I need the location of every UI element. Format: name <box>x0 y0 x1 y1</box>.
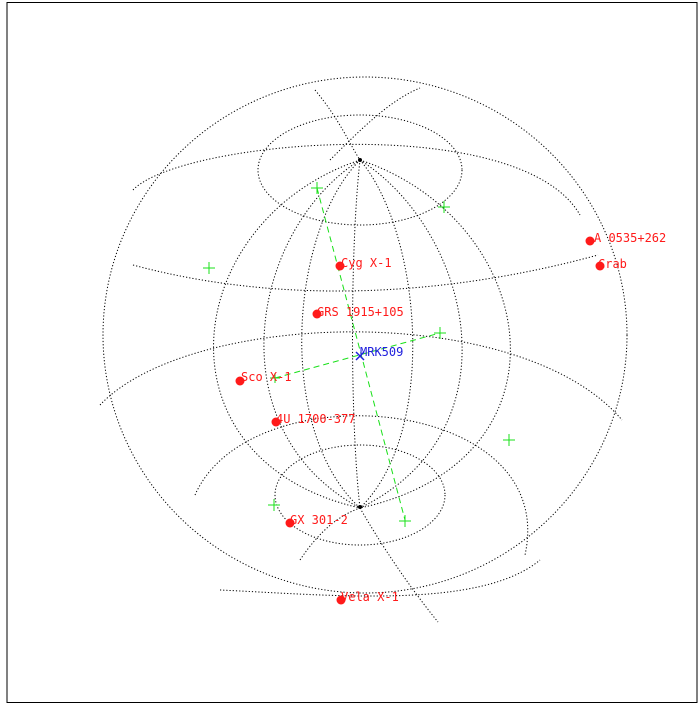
source-dot <box>235 376 245 386</box>
latitude-arc-7 <box>314 89 361 161</box>
latitude-arc-1 <box>132 143 581 216</box>
source-vela-x-1[interactable]: Vela X-1 <box>336 590 399 605</box>
globe-outline <box>102 76 628 594</box>
target-cross-icon <box>355 351 365 361</box>
latitude-arc-6 <box>329 87 421 161</box>
meridian-3 <box>352 159 361 509</box>
map-frame <box>6 2 698 703</box>
north-pole-marker <box>358 158 362 162</box>
south-pole-marker <box>358 505 362 509</box>
source-label: Crab <box>598 257 627 271</box>
source-dot <box>336 595 346 605</box>
source-label: A 0535+262 <box>594 231 666 245</box>
meridian-2 <box>301 159 361 509</box>
latitude-arc-3 <box>99 331 623 421</box>
meridian-1 <box>263 159 361 509</box>
source-dot <box>285 518 295 528</box>
axis-ticks <box>203 182 515 527</box>
source-dot <box>585 236 595 246</box>
source-cyg-x-1[interactable]: Cyg X-1 <box>335 256 392 271</box>
source-a0535[interactable]: A 0535+262 <box>585 231 667 246</box>
source-dot <box>595 261 605 271</box>
source-4u-1700[interactable]: 4U 1700-377 <box>271 412 356 427</box>
source-gx-301[interactable]: GX 301-2 <box>285 513 348 528</box>
source-dot <box>335 261 345 271</box>
meridian-6 <box>213 159 361 509</box>
north-cap <box>257 114 463 226</box>
source-markers: Cyg X-1 GRS 1915+105 Sco X-1 4U 1700-377… <box>235 231 667 605</box>
coordinate-grid <box>99 76 628 623</box>
source-dot <box>271 417 281 427</box>
axis-line-cross <box>274 332 441 379</box>
latitude-arc-8 <box>359 507 439 623</box>
source-dot <box>312 309 322 319</box>
source-crab[interactable]: Crab <box>595 257 627 271</box>
south-cap <box>274 444 446 546</box>
target-label: MRK509 <box>360 345 403 359</box>
source-grs-1915[interactable]: GRS 1915+105 <box>312 305 404 319</box>
meridian-5 <box>359 159 463 509</box>
source-sco-x-1[interactable]: Sco X-1 <box>235 370 292 386</box>
source-label: Sco X-1 <box>241 370 292 384</box>
source-label: GRS 1915+105 <box>317 305 404 319</box>
latitude-arc-5 <box>219 559 541 597</box>
source-label: Cyg X-1 <box>341 256 392 270</box>
target-mrk509[interactable]: MRK509 <box>355 345 403 361</box>
source-label: Vela X-1 <box>341 590 399 604</box>
latitude-arc-9 <box>299 507 361 561</box>
meridian-7 <box>359 159 511 509</box>
source-label: GX 301-2 <box>290 513 348 527</box>
source-label: 4U 1700-377 <box>276 412 355 426</box>
latitude-arc-4 <box>194 415 529 556</box>
